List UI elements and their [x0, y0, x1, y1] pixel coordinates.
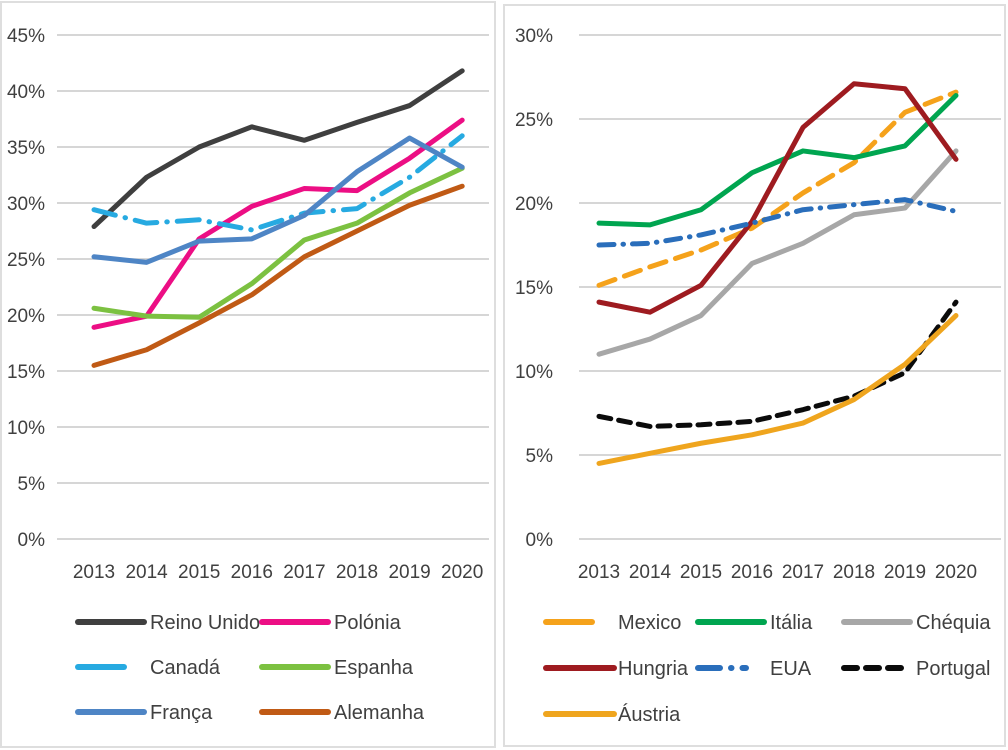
series-line-mexico	[596, 89, 959, 288]
x-tick-label: 2016	[731, 562, 773, 583]
legend-label-italia: Itália	[770, 612, 813, 634]
x-tick-label: 2016	[231, 562, 273, 583]
x-tick-label: 2017	[283, 562, 325, 583]
y-tick-label: 30%	[515, 26, 553, 47]
series-line-chequia	[596, 148, 959, 357]
x-tick-label: 2019	[884, 562, 926, 583]
y-tick-label: 20%	[7, 306, 45, 327]
legend-label-chequia: Chéquia	[916, 612, 991, 634]
series-line-espanha	[91, 165, 465, 320]
y-tick-label: 10%	[7, 418, 45, 439]
series-line-eua	[596, 197, 959, 248]
legend-label-eua: EUA	[770, 658, 812, 680]
y-tick-label: 20%	[515, 194, 553, 215]
legend-label-franca: França	[150, 702, 213, 724]
series-line-canada	[91, 133, 465, 233]
series-line-hungria	[596, 81, 959, 315]
left-chart-panel: 0% 5% 10% 15% 20% 25% 30% 35% 40% 45% 2013 2014 2015…	[0, 1, 496, 748]
x-tick-label: 2014	[125, 562, 168, 583]
y-tick-label: 25%	[515, 110, 553, 131]
x-tick-label: 2013	[73, 562, 115, 583]
y-tick-label: 0%	[18, 530, 46, 551]
x-tick-label: 2015	[680, 562, 722, 583]
series-line-alemanha	[91, 183, 465, 368]
y-tick-label: 30%	[7, 194, 45, 215]
legend-label-reino-unido: Reino Unido	[150, 612, 260, 634]
x-tick-label: 2020	[935, 562, 977, 583]
series-line-franca	[91, 135, 465, 265]
y-tick-label: 25%	[7, 250, 45, 271]
legend-label-polonia: Polónia	[334, 612, 402, 634]
y-tick-label: 10%	[515, 362, 553, 383]
legend-label-mexico: Mexico	[618, 612, 681, 634]
x-tick-label: 2013	[578, 562, 620, 583]
x-tick-label: 2014	[629, 562, 672, 583]
legend-label-canada: Canadá	[150, 657, 221, 679]
x-tick-label: 2015	[178, 562, 220, 583]
legend-label-alemanha: Alemanha	[334, 702, 425, 724]
x-tick-label: 2017	[782, 562, 824, 583]
series-line-austria	[596, 313, 959, 466]
y-tick-label: 15%	[515, 278, 553, 299]
y-tick-label: 15%	[7, 362, 45, 383]
series-line-polonia	[91, 117, 465, 330]
y-tick-label: 5%	[526, 446, 554, 467]
x-tick-label: 2018	[833, 562, 875, 583]
legend-label-espanha: Espanha	[334, 657, 414, 679]
legend-label-hungria: Hungria	[618, 658, 689, 680]
y-tick-label: 0%	[526, 530, 554, 551]
y-tick-label: 5%	[18, 474, 46, 495]
series-line-italia	[596, 92, 959, 228]
x-tick-label: 2020	[441, 562, 483, 583]
legend-label-austria: Áustria	[618, 703, 681, 726]
right-chart-panel: 0% 5% 10% 15% 20% 25% 30% 2013 2014 2015 2016 2017 2…	[503, 4, 1006, 747]
right-line-chart: 0% 5% 10% 15% 20% 25% 30% 2013 2014 2015 2016 2017 2…	[515, 26, 1001, 726]
y-tick-label: 35%	[7, 138, 45, 159]
series-line-reino-unido	[91, 68, 465, 230]
left-line-chart: 0% 5% 10% 15% 20% 25% 30% 35% 40% 45% 2013 2014 2015…	[7, 26, 489, 724]
x-tick-label: 2018	[336, 562, 378, 583]
legend-label-portugal: Portugal	[916, 658, 991, 680]
y-tick-label: 40%	[7, 82, 45, 103]
y-tick-label: 45%	[7, 26, 45, 47]
x-tick-label: 2019	[388, 562, 430, 583]
series-line-portugal	[596, 299, 959, 429]
